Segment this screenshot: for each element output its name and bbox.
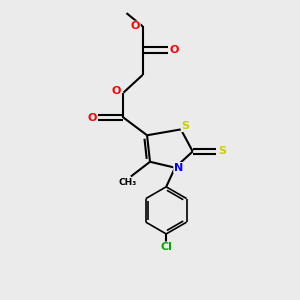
Text: Cl: Cl (160, 242, 172, 252)
Text: O: O (112, 86, 121, 96)
Text: S: S (219, 146, 227, 157)
Text: O: O (169, 45, 179, 55)
Text: S: S (181, 122, 189, 131)
Text: O: O (130, 21, 140, 31)
Text: N: N (174, 163, 183, 173)
Text: O: O (87, 112, 97, 123)
Text: CH₃: CH₃ (119, 178, 137, 188)
